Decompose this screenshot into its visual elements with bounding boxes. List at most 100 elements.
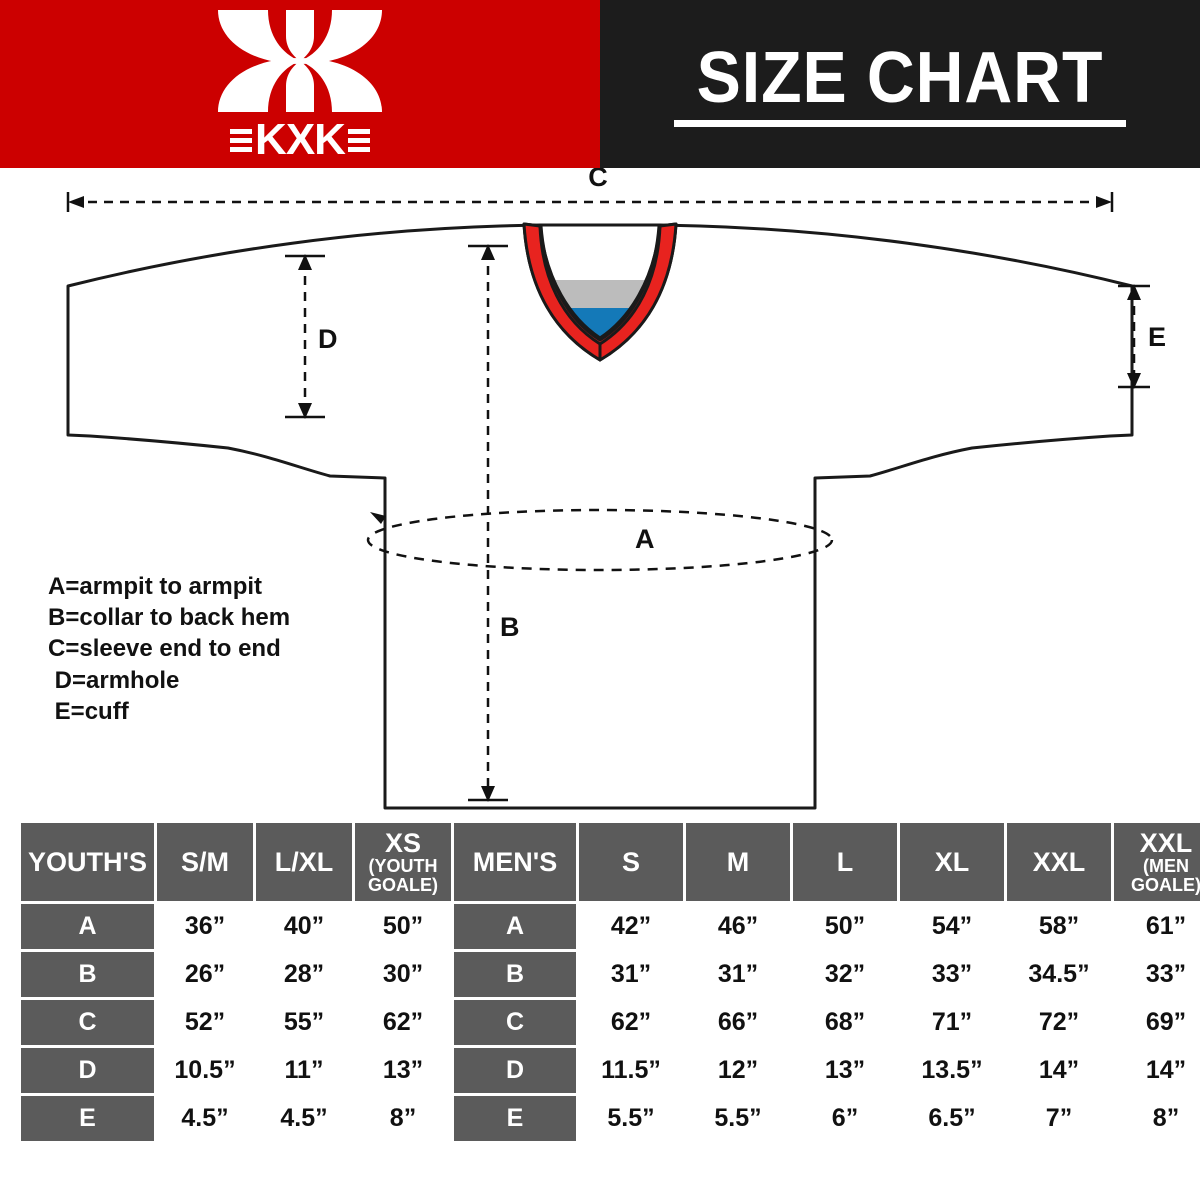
column-header-main: L [836,846,854,877]
cell-men-value: 50” [793,904,897,949]
cell-men-value: 5.5” [579,1096,683,1141]
row-label-youth-c: C [21,1000,154,1045]
cell-men-value: 12” [686,1048,790,1093]
cell-youth-value: 62” [355,1000,451,1045]
cell-men-value: 6” [793,1096,897,1141]
cell-men-value: 5.5” [686,1096,790,1141]
column-header-l-xl: L/XL [256,823,352,901]
column-header-men-s: MEN'S [454,823,576,901]
column-header-main: M [726,846,750,877]
row-label-men-c: C [454,1000,576,1045]
column-header-l: L [793,823,897,901]
column-header-main: XXL [1139,828,1193,859]
column-header-xs: XS (YOUTH GOALE) [355,823,451,901]
column-header-sub: (YOUTH GOALE) [368,856,438,896]
cell-men-value: 8” [1114,1096,1200,1141]
column-header-main: S [621,846,640,877]
cell-men-value: 62” [579,1000,683,1045]
measurement-b: B [468,244,520,802]
table-row: A 36” 40” 50” A 42” 46” 50” 54” 58” 61” [21,904,1200,949]
cell-men-value: 11.5” [579,1048,683,1093]
column-header-youth-s: YOUTH'S [21,823,154,901]
cell-men-value: 54” [900,904,1004,949]
cell-men-value: 58” [1007,904,1111,949]
cell-men-value: 69” [1114,1000,1200,1045]
title-underline [674,119,1126,127]
label-b: B [500,612,520,642]
measurement-c: C [66,162,1114,212]
cell-men-value: 7” [1007,1096,1111,1141]
cell-men-value: 33” [1114,952,1200,997]
brand-panel: KXK [0,0,600,168]
row-label-youth-b: B [21,952,154,997]
cell-youth-value: 50” [355,904,451,949]
cell-youth-value: 52” [157,1000,253,1045]
brand-logo: KXK [210,6,390,162]
table-row: B 26” 28” 30” B 31” 31” 32” 33” 34.5” 33” [21,952,1200,997]
row-label-men-d: D [454,1048,576,1093]
cell-men-value: 71” [900,1000,1004,1045]
size-table-body: YOUTH'S S/M L/XL XS (YOUTH GOALE) MEN'S S M L XL X… [21,823,1200,1141]
cell-men-value: 72” [1007,1000,1111,1045]
label-e: E [1148,322,1166,352]
column-header-main: L/XL [274,846,334,877]
cell-men-value: 13.5” [900,1048,1004,1093]
cell-men-value: 33” [900,952,1004,997]
cell-men-value: 32” [793,952,897,997]
cell-men-value: 13” [793,1048,897,1093]
cell-men-value: 6.5” [900,1096,1004,1141]
row-label-men-e: E [454,1096,576,1141]
measurement-legend: A=armpit to armpit B=collar to back hem … [48,573,291,725]
size-table-header-row: YOUTH'S S/M L/XL XS (YOUTH GOALE) MEN'S S M L XL X… [21,823,1200,901]
kxk-butterfly-logo-icon [218,10,382,112]
column-header-main: XXL [1032,846,1086,877]
column-header-xxl: XXL [1007,823,1111,901]
size-table: YOUTH'S S/M L/XL XS (YOUTH GOALE) MEN'S S M L XL X… [18,820,1200,1144]
measurement-a: A [366,508,834,572]
table-row: E 4.5” 4.5” 8” E 5.5” 5.5” 6” 6.5” 7” 8” [21,1096,1200,1141]
row-label-men-a: A [454,904,576,949]
cell-youth-value: 13” [355,1048,451,1093]
column-header-s-m: S/M [157,823,253,901]
jersey-diagram-svg: C D [66,162,1166,810]
measurement-e: E [1118,284,1166,389]
row-label-youth-e: E [21,1096,154,1141]
cell-men-value: 14” [1007,1048,1111,1093]
column-header-sub: (MEN GOALE) [1131,856,1200,896]
page-title: SIZE CHART [696,37,1104,118]
cell-youth-value: 4.5” [256,1096,352,1141]
cell-youth-value: 36” [157,904,253,949]
jersey-collar [522,222,678,362]
title-panel: SIZE CHART [600,0,1200,168]
table-row: C 52” 55” 62” C 62” 66” 68” 71” 72” 69” [21,1000,1200,1045]
table-row: D 10.5” 11” 13” D 11.5” 12” 13” 13.5” 14” 14” [21,1048,1200,1093]
jersey-outline [66,223,1134,810]
measurement-d: D [285,254,338,419]
cell-youth-value: 4.5” [157,1096,253,1141]
cell-men-value: 42” [579,904,683,949]
row-label-youth-a: A [21,904,154,949]
cell-youth-value: 26” [157,952,253,997]
cell-men-value: 34.5” [1007,952,1111,997]
label-a: A [635,524,655,554]
cell-youth-value: 40” [256,904,352,949]
page-header: KXK SIZE CHART [0,0,1200,168]
cell-men-value: 31” [579,952,683,997]
cell-youth-value: 11” [256,1048,352,1093]
cell-youth-value: 10.5” [157,1048,253,1093]
row-label-youth-d: D [21,1048,154,1093]
column-header-xl: XL [900,823,1004,901]
jersey-diagram: C D [0,162,1200,818]
column-header-xxl: XXL (MEN GOALE) [1114,823,1200,901]
cell-youth-value: 55” [256,1000,352,1045]
cell-men-value: 31” [686,952,790,997]
column-header-m: M [686,823,790,901]
column-header-main: XS [384,828,422,859]
column-header-main: S/M [180,846,229,877]
cell-youth-value: 8” [355,1096,451,1141]
right-bars-icon [347,128,370,152]
cell-men-value: 14” [1114,1048,1200,1093]
row-label-men-b: B [454,952,576,997]
cell-youth-value: 30” [355,952,451,997]
cell-youth-value: 28” [256,952,352,997]
